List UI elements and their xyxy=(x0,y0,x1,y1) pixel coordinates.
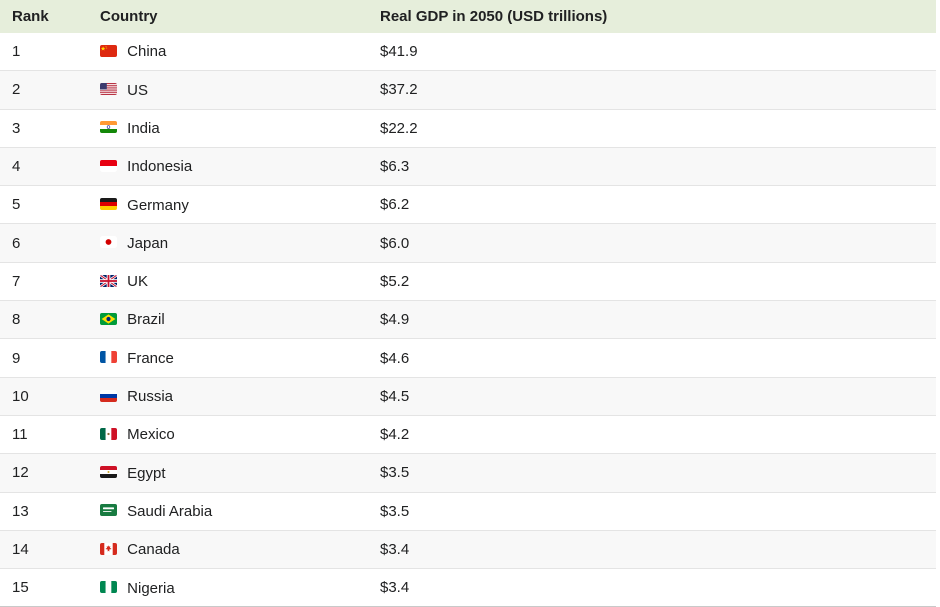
country-cell: Canada xyxy=(88,529,368,569)
rank-cell: 7 xyxy=(0,261,88,301)
country-name: India xyxy=(127,120,160,137)
table-row: 15 Nigeria $3.4 xyxy=(0,568,936,607)
gdp-cell: $3.5 xyxy=(368,453,936,493)
table-row: 4 Indonesia $6.3 xyxy=(0,146,936,186)
table-row: 8 Brazil $4.9 xyxy=(0,300,936,339)
country-name: Indonesia xyxy=(127,158,193,176)
saudi-arabia-flag-icon xyxy=(100,504,117,517)
country-name: Russia xyxy=(127,388,174,406)
rank-cell: 1 xyxy=(12,43,21,61)
country-cell: Nigeria xyxy=(88,568,368,607)
indonesia-flag-icon xyxy=(100,159,117,172)
gdp-cell: $41.9 xyxy=(380,43,418,61)
table-row: 11 Mexico $4.2 xyxy=(0,414,936,454)
table-row: 2 US $37.2 xyxy=(0,70,936,110)
gdp-cell: $6.0 xyxy=(368,223,936,263)
table-row: 14 Canada $3.4 xyxy=(0,529,936,569)
country-name: Canada xyxy=(127,541,180,559)
country-name: Saudi Arabia xyxy=(127,502,213,520)
country-cell: Egypt xyxy=(88,453,368,493)
country-cell: France xyxy=(88,338,368,378)
table-row: 6 Japan $6.0 xyxy=(0,223,936,263)
country-cell: UK xyxy=(88,261,368,301)
country-cell: Germany xyxy=(88,185,368,224)
gdp-cell: $3.4 xyxy=(368,529,936,569)
country-name: Germany xyxy=(127,196,189,214)
table-row: 12 Egypt $3.5 xyxy=(0,453,936,493)
country-cell: India xyxy=(88,108,368,148)
gdp-cell: $4.6 xyxy=(368,338,936,378)
country-cell: China xyxy=(88,33,368,71)
egypt-flag-icon xyxy=(100,466,117,479)
rank-cell: 11 xyxy=(0,414,88,454)
gdp-cell: $4.5 xyxy=(368,376,936,416)
china-flag-icon xyxy=(100,44,117,57)
mexico-flag-icon xyxy=(100,427,117,440)
japan-flag-icon xyxy=(100,236,117,249)
brazil-flag-icon xyxy=(100,312,117,325)
country-name: China xyxy=(127,43,167,61)
rank-cell: 14 xyxy=(0,529,88,569)
table-row: 3 India $22.2 xyxy=(0,108,936,148)
india-flag-icon xyxy=(100,121,117,134)
column-header-rank: Rank xyxy=(0,0,88,33)
table-row: 9 France $4.6 xyxy=(0,338,936,378)
rank-cell: 2 xyxy=(0,70,88,110)
germany-flag-icon xyxy=(100,198,117,211)
country-cell: US xyxy=(88,70,368,110)
table-row: 13 Saudi Arabia $3.5 xyxy=(0,491,936,531)
rank-cell: 10 xyxy=(0,376,88,416)
gdp-cell: $3.4 xyxy=(368,568,936,607)
country-name: Egypt xyxy=(127,464,166,482)
country-name: Nigeria xyxy=(127,579,175,597)
gdp-cell: $4.9 xyxy=(368,300,936,339)
france-flag-icon xyxy=(100,351,117,364)
gdp-cell: $3.5 xyxy=(368,491,936,531)
canada-flag-icon xyxy=(100,542,117,555)
table-header: Rank Country Real GDP in 2050 (USD trill… xyxy=(0,0,936,33)
rank-cell: 15 xyxy=(0,568,88,607)
country-name: Mexico xyxy=(127,426,175,444)
country-name: US xyxy=(127,81,149,99)
country-cell: Indonesia xyxy=(88,146,368,186)
table-row: 1 China $41.9 xyxy=(0,33,936,71)
column-header-country: Country xyxy=(88,0,368,33)
gdp-cell: $6.2 xyxy=(368,185,936,224)
table-row: 7 UK $5.2 xyxy=(0,261,936,301)
gdp-cell: $37.2 xyxy=(368,70,936,110)
country-cell: Russia xyxy=(88,376,368,416)
country-name: Japan xyxy=(127,234,169,252)
rank-cell: 5 xyxy=(0,185,88,224)
country-name: Brazil xyxy=(127,311,165,329)
uk-flag-icon xyxy=(100,274,117,287)
column-header-gdp: Real GDP in 2050 (USD trillions) xyxy=(368,0,936,33)
rank-cell: 9 xyxy=(0,338,88,378)
rank-cell: 8 xyxy=(0,300,88,339)
table-row: 10 Russia $4.5 xyxy=(0,376,936,416)
country-cell: Brazil xyxy=(88,300,368,339)
gdp-cell: $22.2 xyxy=(368,108,936,148)
country-name: France xyxy=(127,349,174,367)
table-row: 5 Germany $6.2 xyxy=(0,185,936,224)
us-flag-icon xyxy=(100,83,117,96)
rank-cell: 12 xyxy=(0,453,88,493)
gdp-cell: $5.2 xyxy=(368,261,936,301)
gdp-cell: $6.3 xyxy=(368,146,936,186)
table-body: 1 China $41.9 2 US $37.2 3 India $22.2 xyxy=(0,33,936,607)
rank-cell: 6 xyxy=(0,223,88,263)
rank-cell: 3 xyxy=(0,108,88,148)
rank-cell: 13 xyxy=(0,491,88,531)
nigeria-flag-icon xyxy=(100,581,117,594)
gdp-cell: $4.2 xyxy=(368,414,936,454)
russia-flag-icon xyxy=(100,389,117,402)
country-cell: Japan xyxy=(88,223,368,263)
country-name: UK xyxy=(127,273,149,291)
rank-cell: 4 xyxy=(0,146,88,186)
country-cell: Mexico xyxy=(88,414,368,454)
country-cell: Saudi Arabia xyxy=(88,491,368,531)
